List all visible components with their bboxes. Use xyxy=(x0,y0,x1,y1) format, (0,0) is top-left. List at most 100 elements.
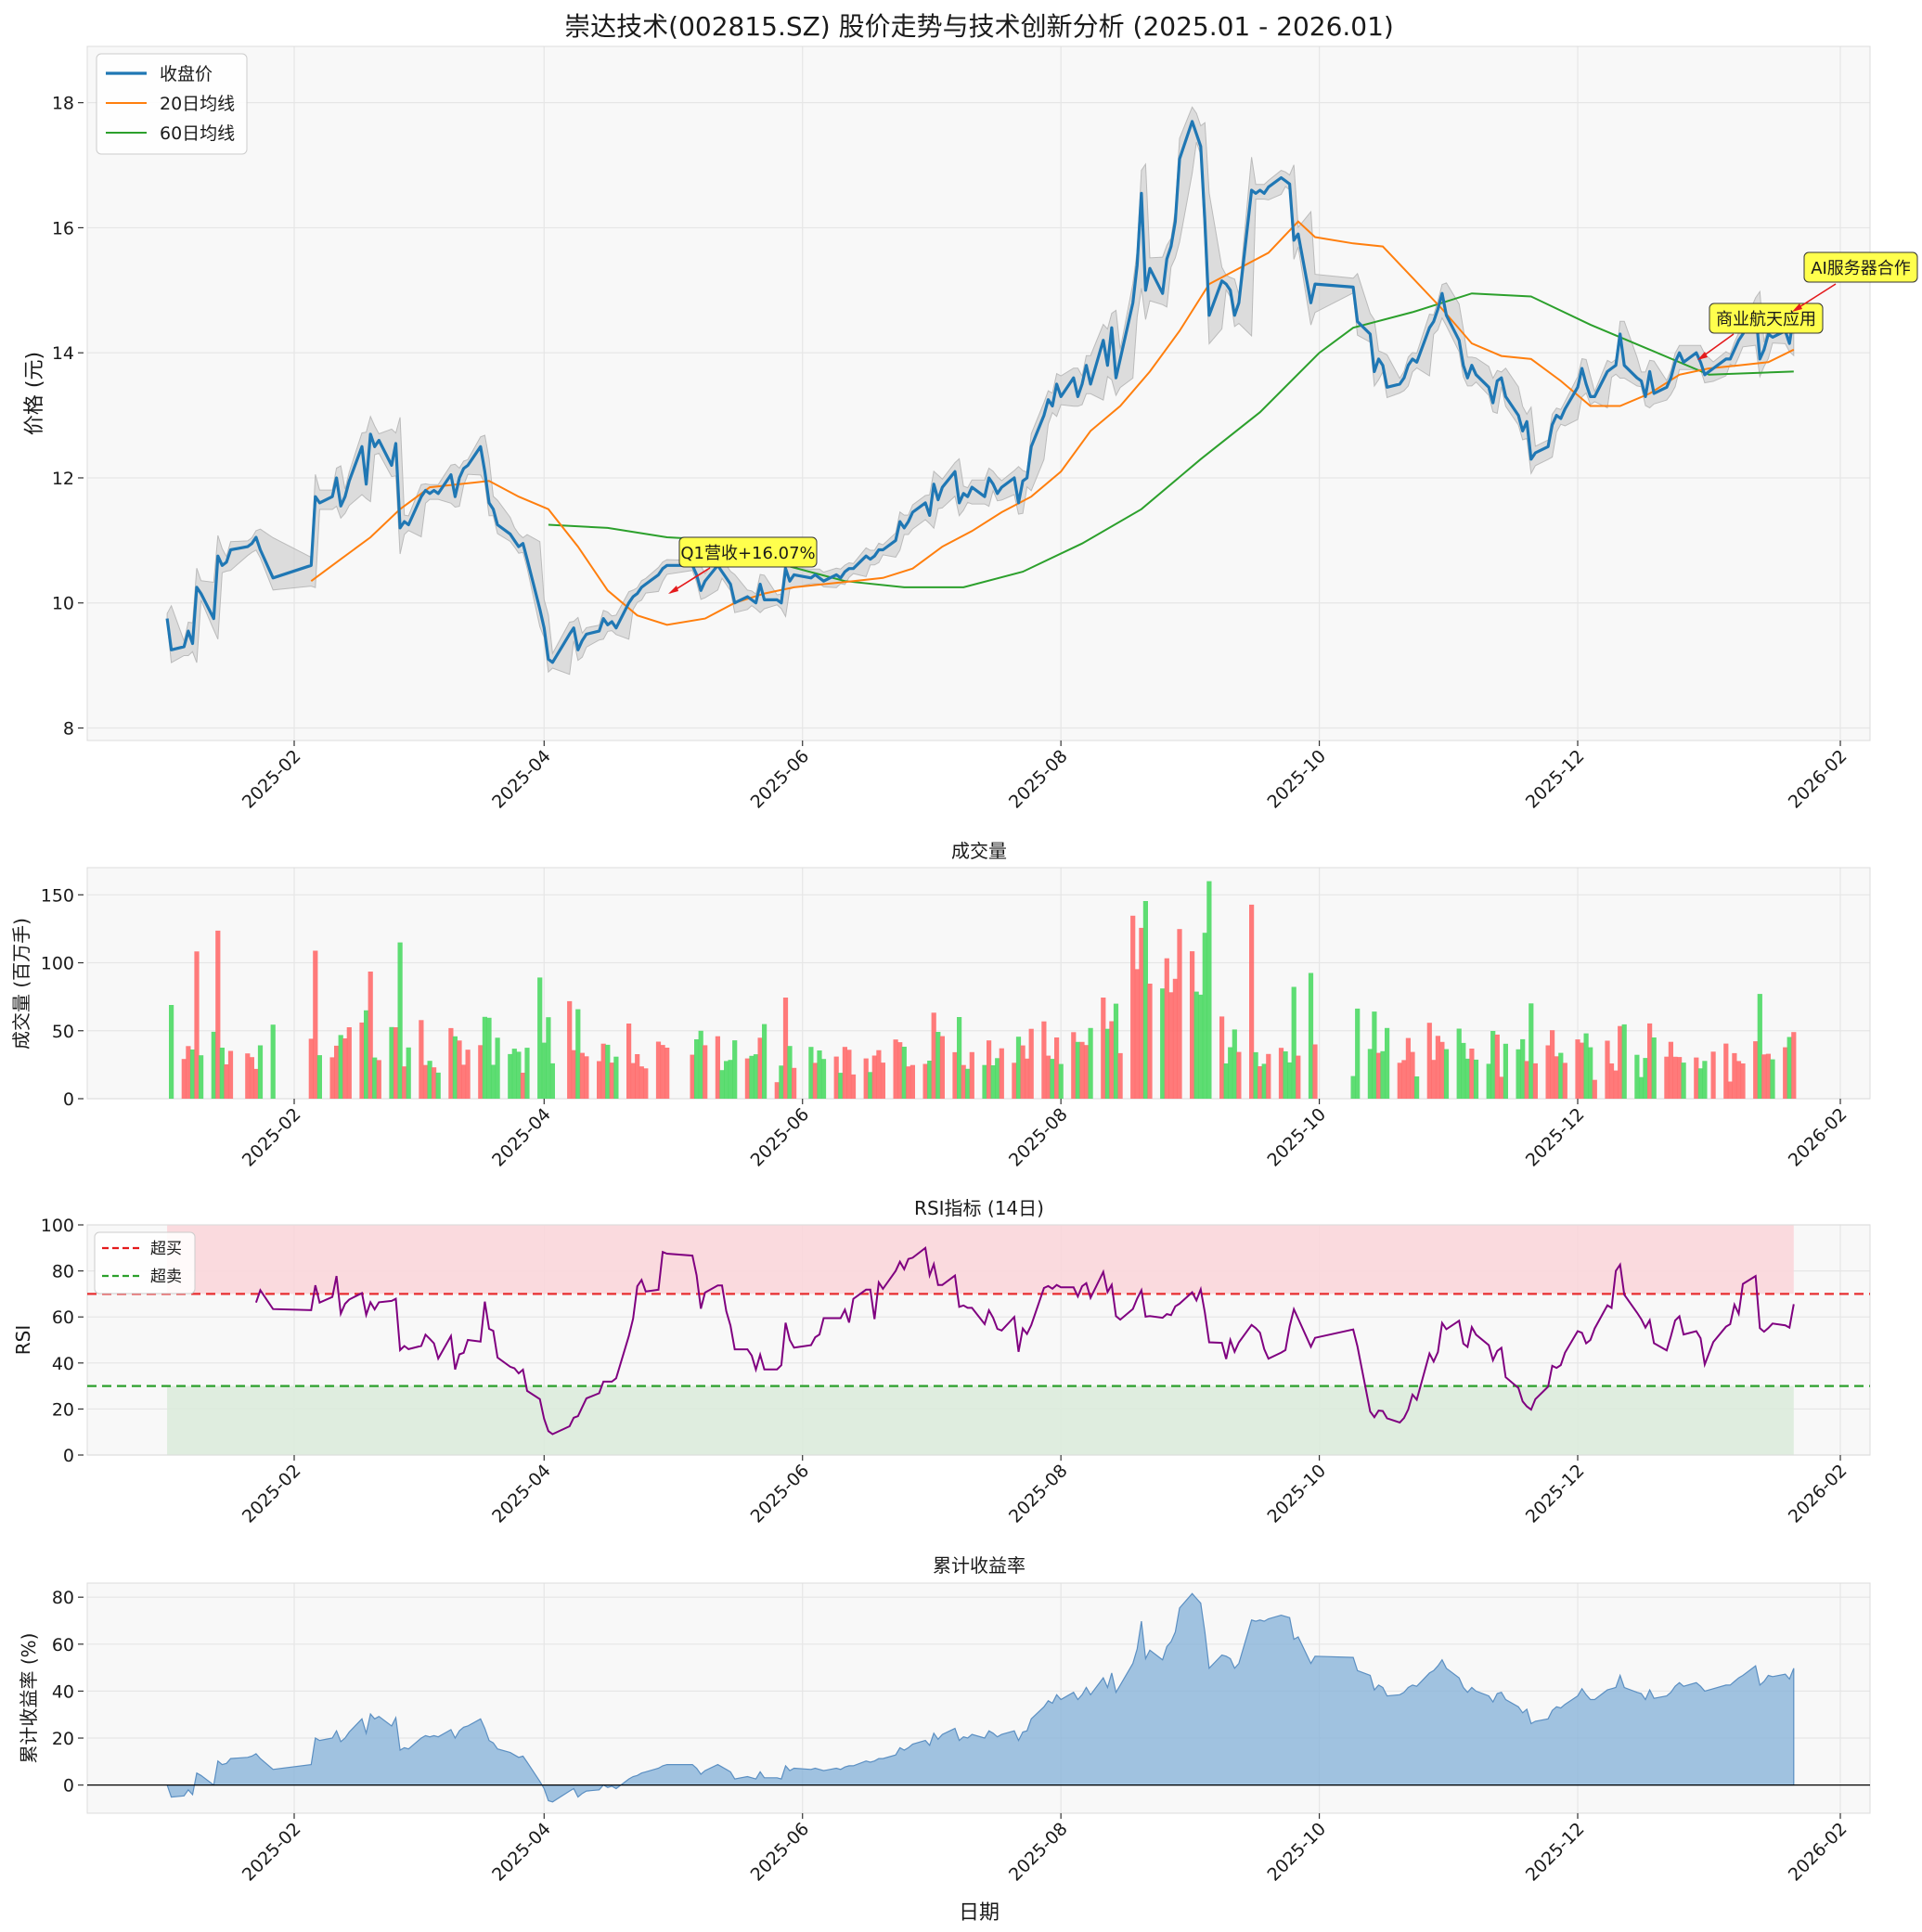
volume-bar xyxy=(1025,1058,1030,1099)
volume-bar xyxy=(1041,1021,1047,1099)
volume-bar xyxy=(1015,1037,1022,1099)
volume-panel: 成交量 0 50 100 150 成交量 (百万手) 2025-02 2025-… xyxy=(10,840,1871,1171)
rsi-x-tick: 2025-02 xyxy=(239,1461,305,1527)
volume-bar xyxy=(1228,1047,1233,1099)
volume-bar xyxy=(724,1061,729,1099)
volume-bar xyxy=(753,1054,759,1099)
annotation-space-arrowhead xyxy=(1697,352,1708,360)
return-y-tick: 20 xyxy=(52,1729,74,1749)
volume-bar xyxy=(897,1042,903,1099)
volume-bar xyxy=(1554,1056,1559,1099)
volume-bar xyxy=(567,1000,573,1099)
volume-bar xyxy=(1083,1045,1090,1099)
volume-bar xyxy=(1524,1061,1529,1099)
annotation-space-label: 商业航天应用 xyxy=(1716,310,1816,329)
price-plot-frame xyxy=(86,45,1871,741)
volume-bar xyxy=(422,1064,429,1099)
volume-bar xyxy=(1160,988,1166,1099)
volume-bar xyxy=(749,1055,755,1099)
annotation-q1: Q1营收+16.07% xyxy=(668,536,818,594)
annotation-ai-label: AI服务器合作 xyxy=(1811,259,1911,278)
volume-bar xyxy=(1287,1062,1293,1099)
volume-bar xyxy=(1312,1044,1318,1099)
volume-bar xyxy=(419,1020,424,1099)
volume-bar xyxy=(1490,1031,1496,1099)
volume-plot-area xyxy=(87,868,1870,1099)
volume-bar xyxy=(744,1058,750,1099)
volume-bar xyxy=(1117,1052,1123,1099)
volume-bar xyxy=(1380,1050,1386,1099)
volume-bar xyxy=(1071,1032,1077,1099)
volume-bar xyxy=(270,1024,276,1099)
volume-bar xyxy=(613,1056,619,1099)
price-y-tick: 10 xyxy=(52,594,74,614)
volume-bar xyxy=(1350,1075,1356,1099)
rsi-x-tick: 2025-08 xyxy=(1005,1461,1072,1527)
volume-bar xyxy=(313,950,318,1099)
volume-bar xyxy=(1075,1041,1080,1099)
volume-bar xyxy=(1172,978,1178,1099)
price-y-tick: 16 xyxy=(52,218,74,238)
volume-y-tick: 0 xyxy=(63,1089,74,1110)
volume-x-tick: 2025-04 xyxy=(488,1104,555,1171)
volume-bar xyxy=(901,1047,907,1099)
volume-bar xyxy=(605,1044,611,1099)
oversold-zone xyxy=(167,1385,1794,1455)
volume-bar xyxy=(779,1065,784,1099)
price-x-tick: 2025-06 xyxy=(747,746,814,813)
volume-chart-title: 成交量 xyxy=(951,840,1007,862)
volume-bar xyxy=(1439,1041,1445,1099)
volume-bar xyxy=(1621,1024,1627,1099)
volume-bar xyxy=(812,1063,818,1099)
volume-bar xyxy=(1672,1056,1678,1099)
volume-bar xyxy=(1261,1063,1267,1099)
volume-bar xyxy=(1545,1045,1551,1099)
price-y-tick: 14 xyxy=(52,343,74,364)
volume-bar xyxy=(224,1064,229,1099)
volume-bar xyxy=(1727,1081,1733,1099)
volume-bar xyxy=(1710,1051,1716,1099)
volume-bar xyxy=(1583,1033,1589,1099)
rsi-y-tick: 100 xyxy=(41,1216,74,1236)
volume-bar xyxy=(189,1050,196,1099)
volume-bar xyxy=(1045,1055,1051,1099)
volume-bar xyxy=(969,1051,974,1099)
volume-bar xyxy=(541,1042,547,1099)
volume-bar xyxy=(1139,927,1144,1099)
volume-bar xyxy=(194,951,200,1099)
legend-label-close: 收盘价 xyxy=(160,64,213,84)
volume-bar xyxy=(376,1060,381,1099)
rsi-legend: 超买 超卖 xyxy=(94,1231,196,1294)
volume-bar xyxy=(368,972,373,1099)
volume-bar xyxy=(1219,1016,1225,1099)
volume-bar xyxy=(1401,1060,1407,1099)
volume-bar xyxy=(871,1055,877,1099)
rsi-y-tick: 60 xyxy=(52,1307,74,1328)
volume-bar xyxy=(1101,998,1106,1099)
volume-bar xyxy=(931,1012,936,1099)
volume-bar xyxy=(1202,933,1207,1099)
volume-bar xyxy=(1367,1049,1373,1099)
volume-bar xyxy=(579,1052,585,1099)
volume-bar xyxy=(1486,1063,1491,1099)
volume-bar xyxy=(922,1063,928,1099)
volume-bar xyxy=(1757,994,1762,1099)
volume-bar xyxy=(219,1048,225,1099)
volume-bar xyxy=(1499,1076,1504,1099)
volume-bar xyxy=(1177,929,1182,1099)
volume-bar xyxy=(524,1048,530,1099)
volume-x-tick: 2025-12 xyxy=(1522,1104,1589,1171)
volume-bar xyxy=(249,1057,254,1099)
rsi-x-tick: 2025-04 xyxy=(488,1461,555,1527)
volume-bar xyxy=(482,1016,487,1099)
volume-bar xyxy=(893,1039,898,1099)
volume-bar xyxy=(372,1057,378,1099)
volume-bar xyxy=(1668,1041,1673,1099)
volume-bar xyxy=(842,1047,847,1099)
volume-bar xyxy=(1618,1025,1623,1099)
volume-bar xyxy=(1028,1028,1034,1099)
return-y-ticks: 0 20 40 60 80 xyxy=(52,1588,84,1797)
volume-bar xyxy=(1168,992,1174,1099)
rsi-line xyxy=(254,1245,1795,1436)
